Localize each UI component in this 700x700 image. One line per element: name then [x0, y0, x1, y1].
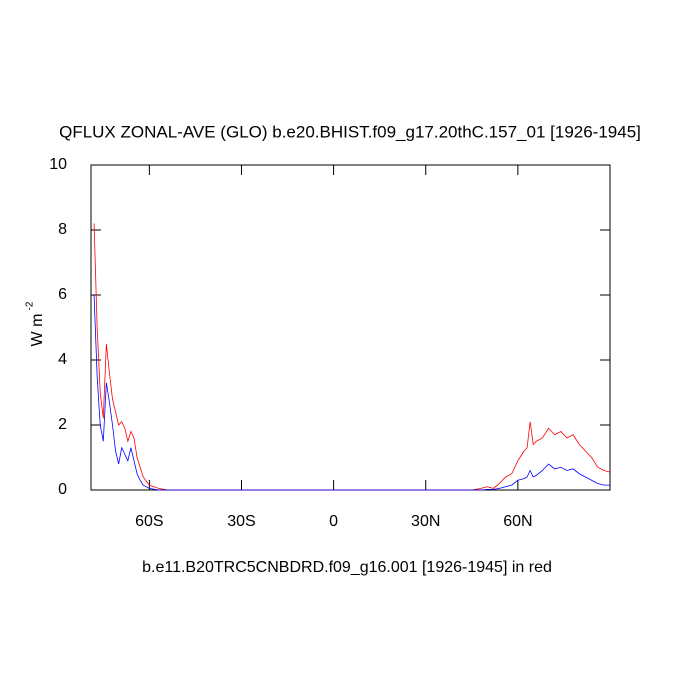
y-tick-label: 8: [58, 221, 67, 238]
y-axis-label-superscript: -2: [25, 301, 36, 310]
x-tick-label: 30S: [227, 513, 255, 530]
y-tick-label: 10: [49, 156, 67, 173]
y-axis-label: W m: [29, 314, 46, 347]
plot-frame: [90, 164, 611, 491]
x-tick-label: 0: [329, 513, 338, 530]
x-tick-label: 60S: [135, 513, 163, 530]
y-tick-label: 6: [58, 286, 67, 303]
y-tick-label: 2: [58, 416, 67, 433]
x-tick-label: 30N: [411, 513, 440, 530]
data-line: [93, 223, 611, 491]
y-tick-label: 4: [58, 351, 67, 368]
chart-title: QFLUX ZONAL-AVE (GLO) b.e20.BHIST.f09_g1…: [59, 122, 641, 141]
y-axis-label-group: W m -2: [25, 301, 47, 346]
x-axis-label: b.e11.B20TRC5CNBDRD.f09_g16.001 [1926-19…: [142, 559, 552, 576]
data-line: [93, 294, 610, 491]
x-tick-label: 60N: [503, 513, 532, 530]
y-tick-label: 0: [58, 481, 67, 498]
